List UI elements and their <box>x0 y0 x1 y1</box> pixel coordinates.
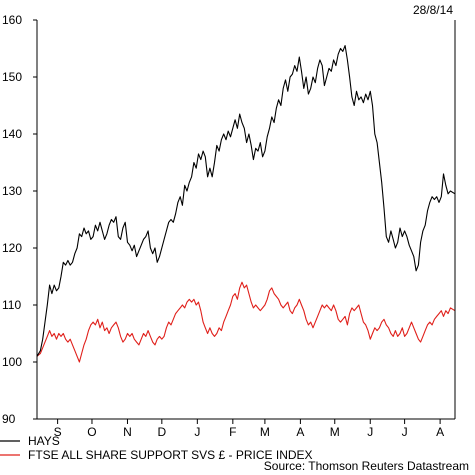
y-tick-label: 150 <box>2 70 22 84</box>
x-tick-label: M <box>260 425 270 439</box>
y-axis-ticks: 90 100 110 120 130 140 150 160 <box>2 13 37 426</box>
y-tick-label: 120 <box>2 241 22 255</box>
y-tick-label: 140 <box>2 127 22 141</box>
y-tick-label: 90 <box>2 412 16 426</box>
x-tick-label: M <box>330 425 340 439</box>
legend: HAYS FTSE ALL SHARE SUPPORT SVS £ - PRIC… <box>0 434 313 462</box>
x-tick-label: S <box>54 425 62 439</box>
x-tick-label: F <box>229 425 236 439</box>
x-tick-label: D <box>157 425 166 439</box>
x-tick-label: A <box>436 425 444 439</box>
date-label: 28/8/14 <box>413 3 453 17</box>
plot-frame <box>36 20 456 420</box>
legend-label-ftse: FTSE ALL SHARE SUPPORT SVS £ - PRICE IND… <box>28 448 313 462</box>
x-tick-label: O <box>87 425 96 439</box>
y-tick-label: 110 <box>2 298 21 312</box>
series-line-hays <box>36 45 456 357</box>
series-line-ftse-support-services <box>36 281 456 363</box>
y-tick-label: 160 <box>2 13 22 27</box>
series-lines <box>36 45 456 363</box>
x-tick-label: J <box>194 425 200 439</box>
x-tick-label: J <box>367 425 373 439</box>
x-tick-label: A <box>296 425 304 439</box>
source-label: Source: Thomson Reuters Datastream <box>264 459 469 473</box>
x-tick-label: J <box>402 425 408 439</box>
y-tick-label: 130 <box>2 184 22 198</box>
y-tick-label: 100 <box>2 355 22 369</box>
legend-label-hays: HAYS <box>28 434 60 448</box>
x-tick-label: N <box>123 425 132 439</box>
